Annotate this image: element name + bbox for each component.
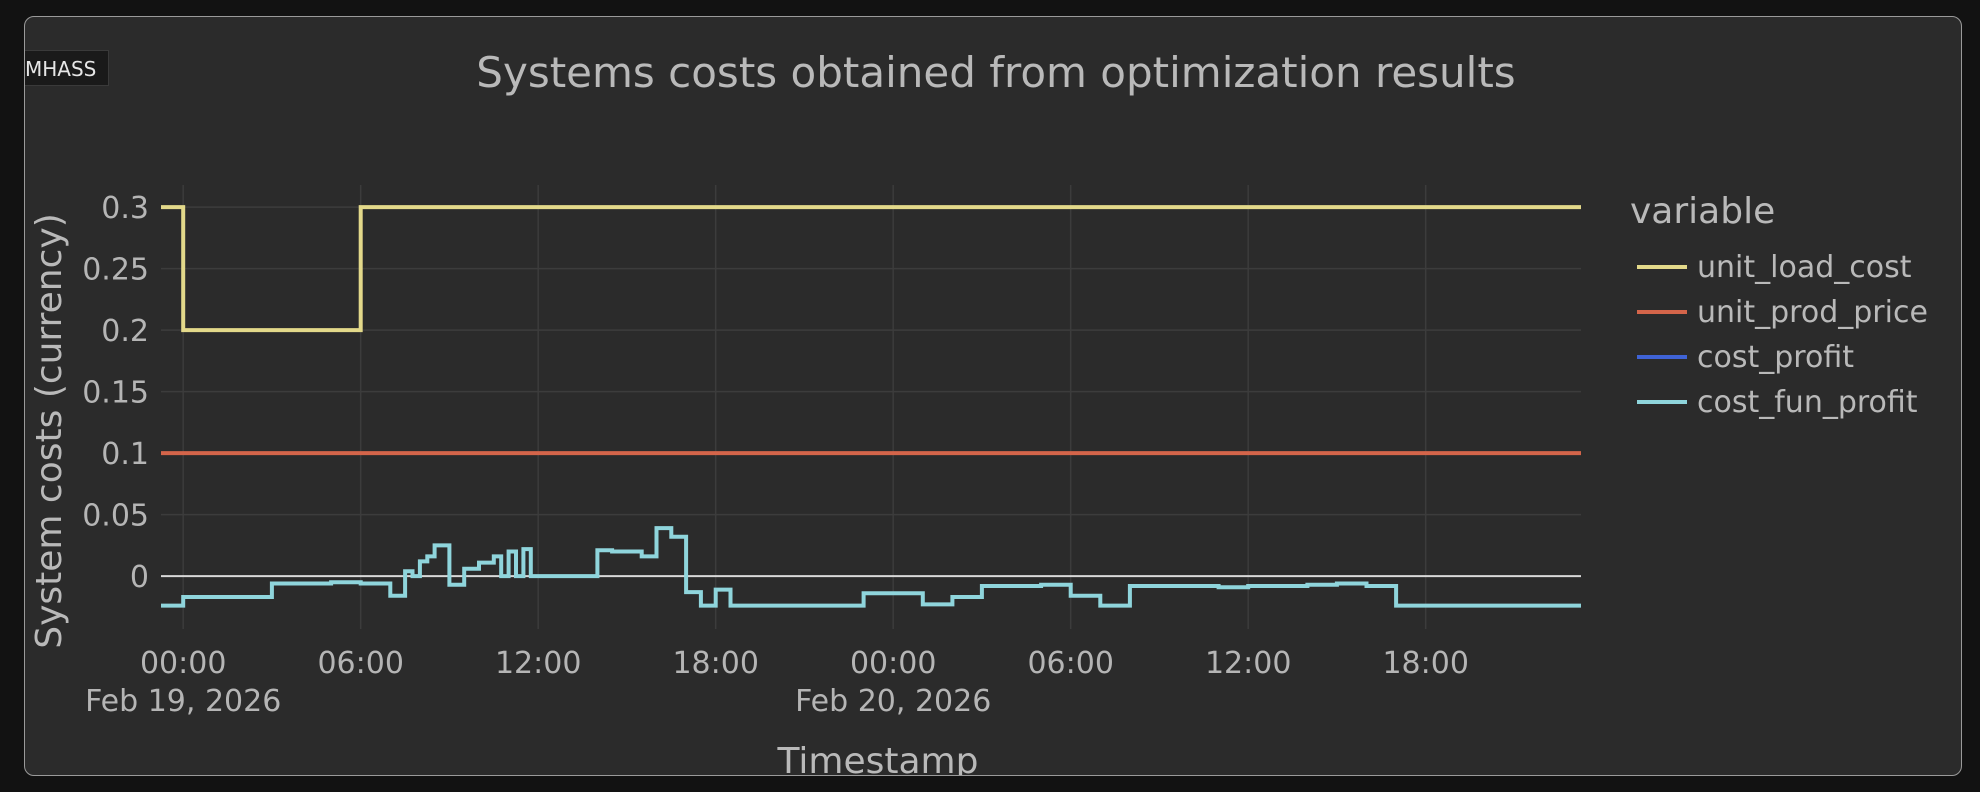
- y-tick-label: 0.15: [82, 376, 149, 411]
- legend-label: unit_load_cost: [1697, 250, 1912, 285]
- x-tick-label: 18:00: [1382, 646, 1468, 681]
- legend-item-unit-prod-price: unit_prod_price: [1637, 295, 1928, 330]
- legend-title: variable: [1630, 191, 1775, 232]
- x-tick-sublabel: Feb 20, 2026: [795, 684, 991, 719]
- y-tick-label: 0.1: [101, 437, 149, 472]
- series-line-cost-fun-profit: [161, 526, 1581, 608]
- legend-label: cost_fun_profit: [1697, 385, 1918, 420]
- y-tick-label: 0.25: [82, 253, 149, 288]
- legend: variable unit_load_cost unit_prod_priceco…: [1630, 191, 1928, 420]
- x-tick-label: 06:00: [1027, 646, 1113, 681]
- legend-item-unit-load-cost: unit_load_cost: [1637, 250, 1912, 285]
- chart-title: Systems costs obtained from optimization…: [476, 48, 1515, 97]
- y-tick-label: 0: [130, 560, 149, 595]
- grid: [161, 185, 1581, 629]
- chart-panel: MHASS Systems costs obtained from optimi…: [24, 16, 1962, 776]
- x-tick-label: 06:00: [317, 646, 403, 681]
- legend-label: cost_profit: [1697, 340, 1854, 375]
- legend-item-cost-profit: cost_profit: [1637, 340, 1854, 375]
- y-tick-label: 0.2: [101, 314, 149, 349]
- x-tick-label: 12:00: [495, 646, 581, 681]
- x-axis-title: Timestamp: [777, 741, 979, 776]
- app-badge: MHASS: [25, 50, 110, 86]
- x-tick-label: 00:00: [850, 646, 936, 681]
- series-line-unit-load-cost: [161, 205, 1581, 333]
- x-tick-label: 00:00: [140, 646, 226, 681]
- x-tick-sublabel: Feb 19, 2026: [85, 684, 281, 719]
- y-tick-label: 0.05: [82, 499, 149, 534]
- y-tick-label: 0.3: [101, 191, 149, 226]
- y-axis-title: System costs (currency): [29, 213, 70, 649]
- series-layer: [161, 205, 1581, 608]
- x-tick-label: 12:00: [1205, 646, 1291, 681]
- legend-label: unit_prod_price: [1697, 295, 1928, 330]
- legend-item-cost-fun-profit: cost_fun_profit: [1637, 385, 1918, 420]
- cost-chart: Systems costs obtained from optimization…: [29, 48, 1928, 776]
- x-tick-label: 18:00: [672, 646, 758, 681]
